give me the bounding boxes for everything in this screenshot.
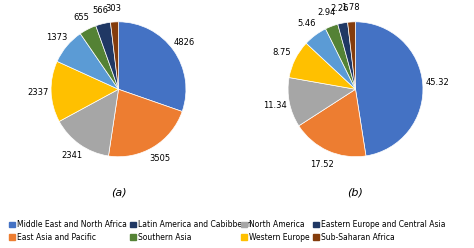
- Text: 45.32: 45.32: [426, 78, 449, 87]
- Wedge shape: [306, 29, 356, 89]
- Text: 5.46: 5.46: [297, 19, 316, 28]
- Wedge shape: [338, 22, 356, 89]
- Text: (a): (a): [111, 187, 126, 197]
- Wedge shape: [96, 22, 118, 89]
- Wedge shape: [80, 26, 118, 89]
- Text: 303: 303: [106, 4, 122, 13]
- Text: 1.78: 1.78: [341, 3, 360, 12]
- Text: 17.52: 17.52: [310, 160, 334, 169]
- Text: 566: 566: [92, 6, 108, 15]
- Text: (b): (b): [347, 187, 364, 197]
- Wedge shape: [299, 89, 366, 157]
- Wedge shape: [288, 78, 356, 126]
- Text: 4826: 4826: [174, 38, 195, 47]
- Text: 2341: 2341: [62, 151, 82, 160]
- Text: 2.26: 2.26: [330, 4, 349, 13]
- Text: 8.75: 8.75: [273, 48, 291, 57]
- Wedge shape: [51, 61, 118, 122]
- Text: 2.94: 2.94: [317, 8, 336, 17]
- Wedge shape: [356, 22, 423, 156]
- Wedge shape: [110, 22, 118, 89]
- Text: 3505: 3505: [150, 154, 171, 163]
- Text: 11.34: 11.34: [263, 101, 287, 110]
- Wedge shape: [326, 24, 356, 89]
- Text: 655: 655: [74, 13, 90, 22]
- Wedge shape: [289, 43, 356, 89]
- Wedge shape: [347, 22, 356, 89]
- Text: 2337: 2337: [27, 88, 48, 97]
- Wedge shape: [59, 89, 118, 156]
- Legend: Middle East and North Africa, East Asia and Pacific, Latin America and Cabibbean: Middle East and North Africa, East Asia …: [9, 220, 252, 242]
- Wedge shape: [109, 89, 182, 157]
- Wedge shape: [118, 22, 186, 112]
- Text: 1373: 1373: [46, 33, 67, 42]
- Wedge shape: [57, 34, 118, 89]
- Legend: North America, Western Europe, Eastern Europe and Central Asia, Sub-Saharan Afri: North America, Western Europe, Eastern E…: [241, 220, 446, 242]
